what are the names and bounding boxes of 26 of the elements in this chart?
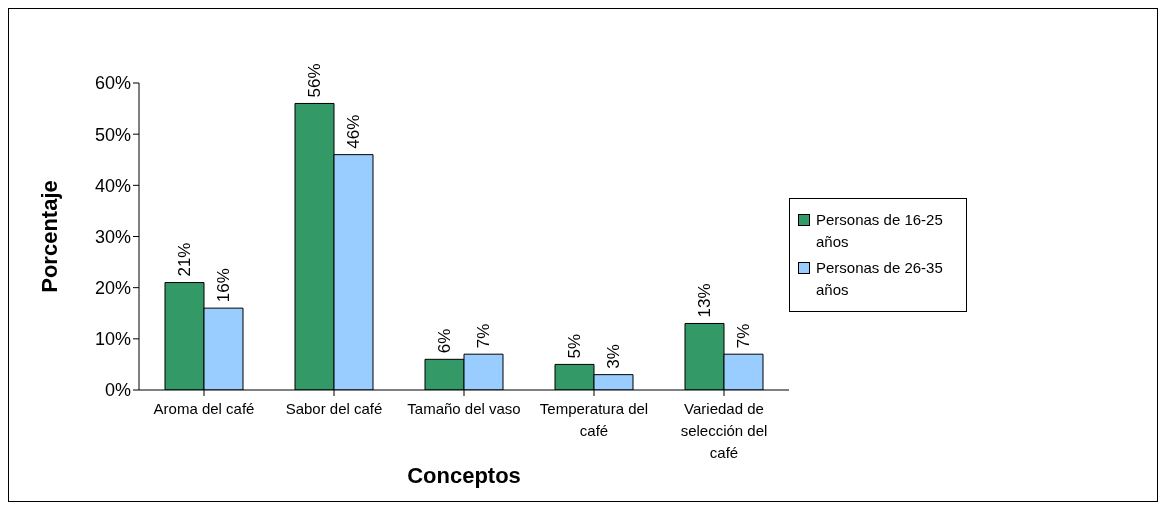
y-axis-title: Porcentaje <box>36 180 62 293</box>
data-label: 7% <box>474 323 493 349</box>
data-label: 3% <box>604 344 623 369</box>
data-label: 5% <box>565 333 584 359</box>
x-tick-label: Variedad de selección del café <box>680 400 768 461</box>
data-label: 6% <box>435 328 454 354</box>
y-tick-label: 50% <box>94 124 131 145</box>
y-tick-label: 60% <box>94 73 131 94</box>
legend-label: Personas de 16-25 años <box>816 210 944 252</box>
legend-label: Personas de 26-35 años <box>816 258 944 300</box>
x-tick-label: Temperatura del café <box>539 400 649 439</box>
data-label: 56% <box>305 63 324 98</box>
data-label: 16% <box>214 268 233 303</box>
x-tick-label: Aroma del café <box>153 400 255 417</box>
x-tick-label: Tamaño del vaso <box>407 400 521 417</box>
y-tick-label: 30% <box>94 226 131 247</box>
data-label: 21% <box>175 242 194 277</box>
y-tick-label: 20% <box>94 278 131 299</box>
data-label: 46% <box>344 114 363 149</box>
y-tick-label: 10% <box>94 329 131 350</box>
data-label: 7% <box>734 323 753 349</box>
y-tick-label: 40% <box>94 175 131 196</box>
x-axis-title: Conceptos <box>407 463 521 488</box>
y-tick-label: 0% <box>104 380 131 401</box>
data-label: 13% <box>695 283 714 318</box>
x-tick-label: Sabor del café <box>285 400 383 417</box>
